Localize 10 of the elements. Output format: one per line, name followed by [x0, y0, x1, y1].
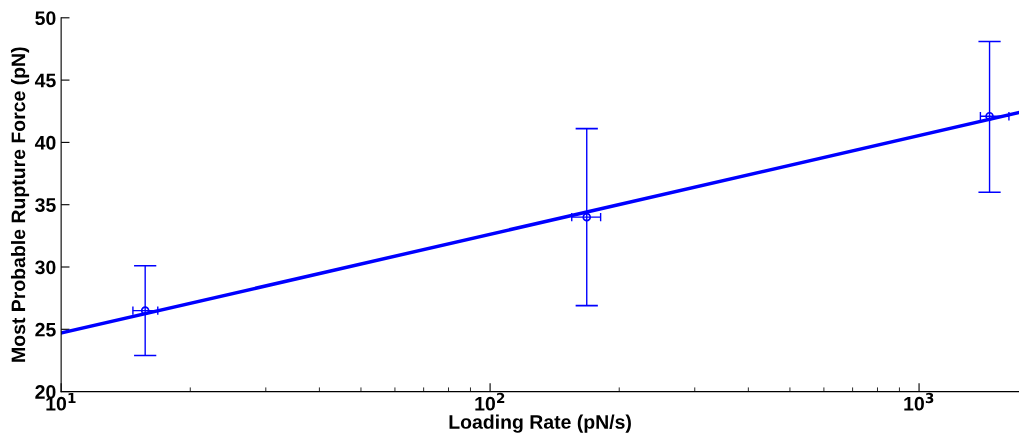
y-tick-label: 40: [34, 135, 56, 150]
x-axis-title: Loading Rate (pN/s): [449, 414, 631, 433]
x-tick-label: 10$^{3}$: [904, 392, 934, 411]
y-tick-label: 30: [35, 260, 56, 275]
y-tick-label: 25: [35, 322, 56, 337]
y-tick-label: 45: [34, 73, 56, 88]
y-axis-title: Most Probable Rupture Force (pN): [10, 47, 30, 362]
x-tick-label: 10$^{2}$: [475, 392, 505, 411]
y-tick-label: 35: [35, 198, 56, 212]
y-tick-label: 50: [35, 11, 56, 26]
